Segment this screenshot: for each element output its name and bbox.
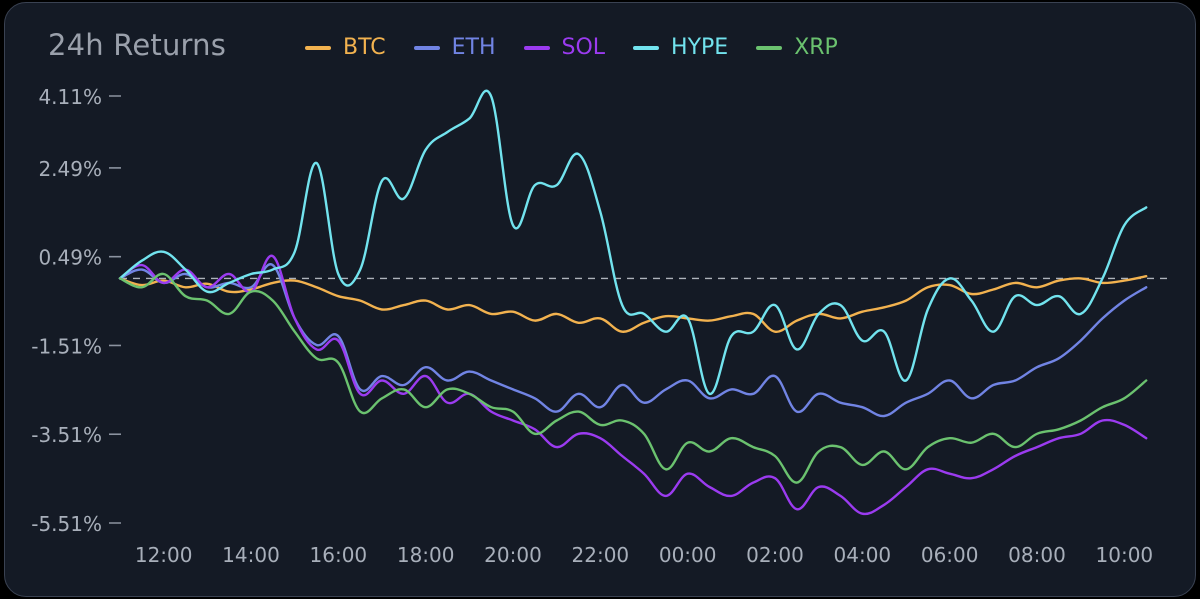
y-tick-label: 0.49% bbox=[38, 246, 102, 270]
x-tick-label: 14:00 bbox=[222, 543, 280, 567]
legend-item-eth[interactable]: ETH bbox=[413, 35, 496, 60]
chart-plot: 4.11% 2.49% 0.49% -1.51% -3.51% -5.51% 12:00 14… bbox=[31, 85, 1168, 567]
legend-item-hype[interactable]: HYPE bbox=[633, 35, 728, 60]
x-tick-label: 10:00 bbox=[1096, 543, 1154, 567]
legend-swatch-btc bbox=[305, 45, 331, 50]
x-tick-label: 16:00 bbox=[310, 543, 368, 567]
legend-label-hype: HYPE bbox=[671, 35, 729, 60]
x-tick-label: 06:00 bbox=[921, 543, 979, 567]
legend-label-btc: BTC bbox=[343, 35, 386, 60]
legend-swatch-hype bbox=[633, 45, 660, 50]
x-tick-label: 18:00 bbox=[397, 543, 455, 567]
legend-label-eth: ETH bbox=[451, 35, 496, 60]
x-tick-label: 04:00 bbox=[834, 543, 892, 567]
y-tick-label: 2.49% bbox=[38, 157, 102, 181]
x-tick-label: 12:00 bbox=[135, 543, 193, 567]
legend-item-btc[interactable]: BTC bbox=[305, 35, 386, 60]
series-line-btc bbox=[118, 275, 1148, 333]
y-tick-label: -1.51% bbox=[31, 334, 102, 358]
chart-title: 24h Returns bbox=[48, 28, 227, 62]
legend-swatch-xrp bbox=[756, 45, 783, 50]
legend-label-xrp: XRP bbox=[794, 35, 838, 60]
chart-card: 24h Returns BTC ETH SOL HYPE XRP 4.11% 2.… bbox=[4, 2, 1196, 597]
legend-swatch-sol bbox=[523, 45, 550, 50]
y-tick-label: -5.51% bbox=[31, 512, 102, 536]
series-line-xrp bbox=[118, 272, 1148, 484]
legend-label-sol: SOL bbox=[561, 35, 606, 60]
legend-item-xrp[interactable]: XRP bbox=[756, 35, 838, 60]
x-tick-label: 20:00 bbox=[484, 543, 542, 567]
y-tick-label: -3.51% bbox=[31, 423, 102, 447]
chart-legend: BTC ETH SOL HYPE XRP bbox=[305, 35, 866, 60]
legend-item-sol[interactable]: SOL bbox=[523, 35, 606, 60]
x-tick-label: 00:00 bbox=[659, 543, 717, 567]
y-tick-label: 4.11% bbox=[38, 85, 102, 109]
series-line-hype bbox=[118, 89, 1148, 396]
legend-swatch-eth bbox=[413, 45, 440, 50]
x-tick-label: 08:00 bbox=[1008, 543, 1066, 567]
series-line-sol bbox=[118, 254, 1148, 516]
x-tick-label: 22:00 bbox=[572, 543, 630, 567]
x-tick-label: 02:00 bbox=[746, 543, 804, 567]
series-line-eth bbox=[118, 263, 1148, 418]
